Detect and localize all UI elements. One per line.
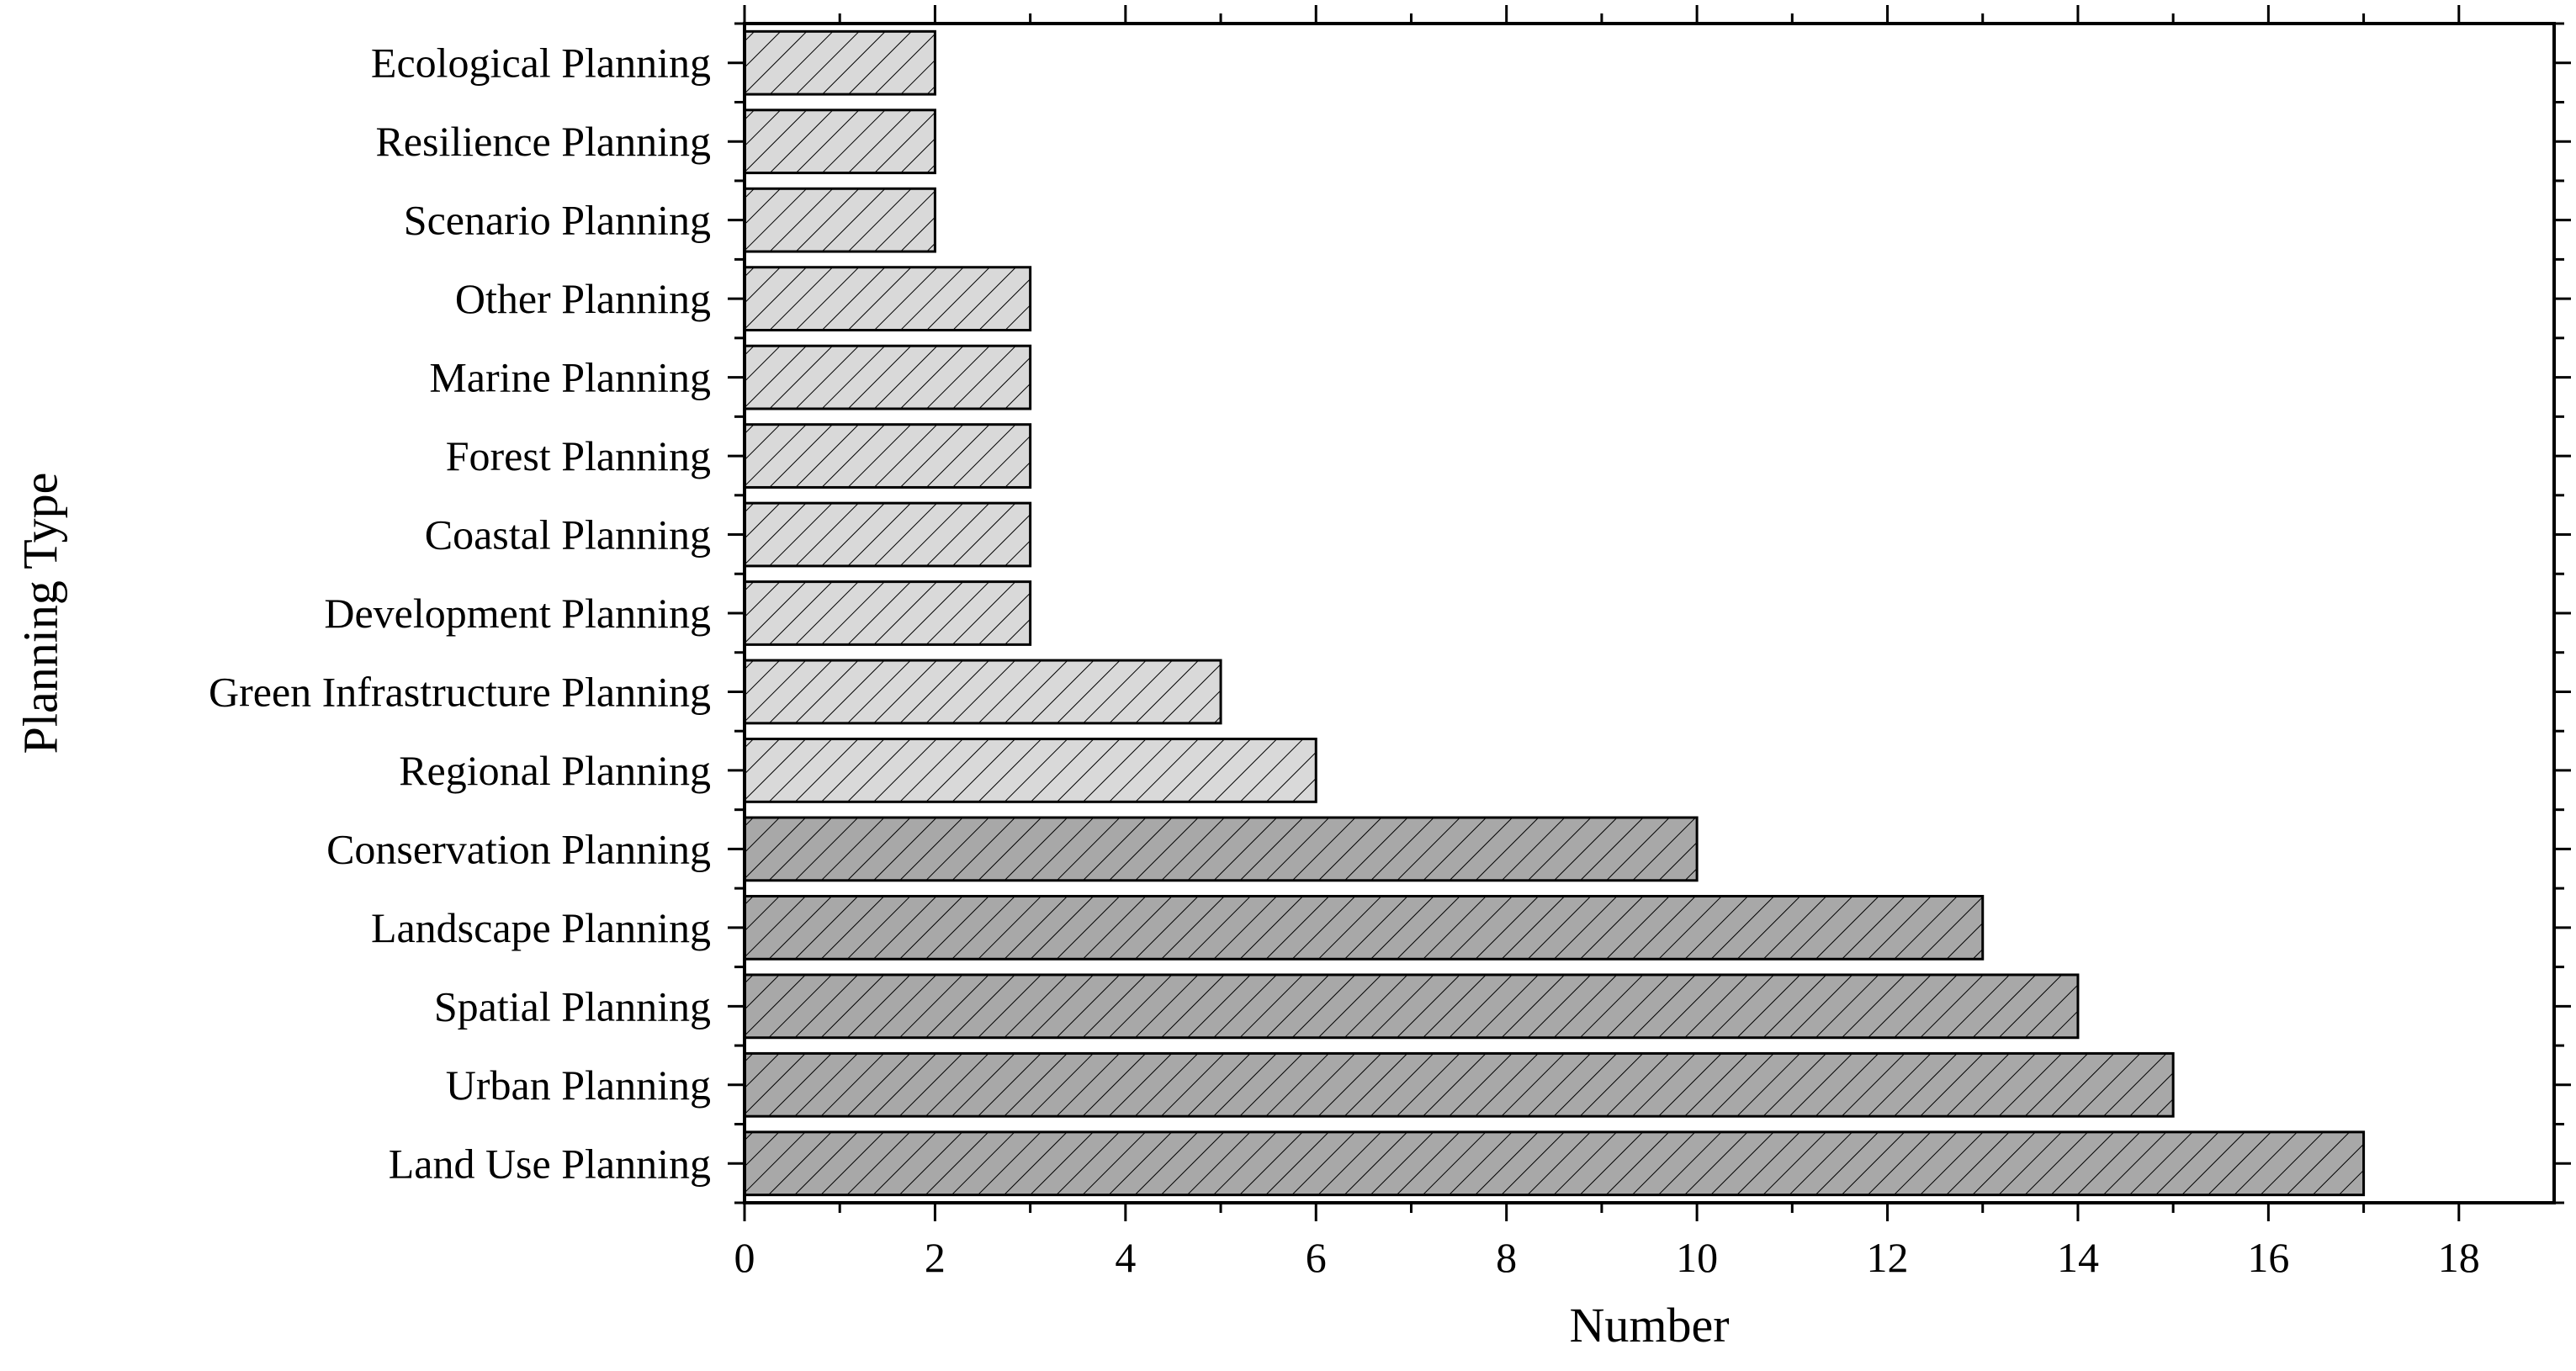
bar-hatch bbox=[743, 109, 936, 175]
x-tick-label: 0 bbox=[734, 1234, 755, 1281]
y-axis-title: Planning Type bbox=[13, 473, 68, 754]
y-axis: Ecological Planning Resilience Planning Sc… bbox=[209, 22, 2571, 1204]
x-tick-label: 10 bbox=[1676, 1234, 1718, 1281]
x-tick-label: 14 bbox=[2057, 1234, 2099, 1281]
x-tick-label: 4 bbox=[1115, 1234, 1136, 1281]
bar-hatch bbox=[743, 187, 936, 253]
bar-hatch bbox=[743, 816, 1699, 882]
y-tick-label: Scenario Planning bbox=[404, 197, 711, 244]
y-tick-label: Land Use Planning bbox=[389, 1140, 711, 1187]
x-tick-label: 8 bbox=[1496, 1234, 1517, 1281]
y-tick-label: Ecological Planning bbox=[371, 40, 711, 87]
x-axis: 0 2 4 6 8 10 12 14 16 18 bbox=[734, 5, 2480, 1281]
y-tick-label: Green Infrastructure Planning bbox=[209, 668, 711, 715]
x-tick-label: 12 bbox=[1867, 1234, 1909, 1281]
x-tick-label: 16 bbox=[2247, 1234, 2289, 1281]
plot-frame bbox=[743, 22, 2556, 1204]
y-tick-label: Development Planning bbox=[324, 590, 711, 637]
y-tick-label: Forest Planning bbox=[446, 432, 711, 479]
bar-hatch bbox=[743, 973, 2080, 1040]
bar-hatch bbox=[743, 659, 1222, 725]
x-tick-label: 18 bbox=[2438, 1234, 2480, 1281]
x-axis-title: Number bbox=[1569, 1298, 1729, 1352]
y-tick-label: Urban Planning bbox=[446, 1061, 711, 1109]
y-tick-label: Spatial Planning bbox=[434, 982, 711, 1030]
bar-hatch bbox=[743, 1130, 2366, 1197]
y-tick-label: Regional Planning bbox=[399, 747, 711, 794]
bar-hatch bbox=[743, 894, 1985, 961]
y-tick-label: Resilience Planning bbox=[375, 118, 711, 165]
bar-hatch bbox=[743, 266, 1032, 332]
bar-hatch bbox=[743, 501, 1032, 568]
y-tick-label: Marine Planning bbox=[429, 354, 711, 401]
x-tick-label: 6 bbox=[1306, 1234, 1327, 1281]
bar-hatch bbox=[743, 580, 1032, 646]
bar-hatch bbox=[743, 423, 1032, 489]
y-tick-label: Landscape Planning bbox=[371, 904, 711, 951]
bar-hatch bbox=[743, 738, 1317, 803]
x-tick-label: 2 bbox=[925, 1234, 946, 1281]
bar-hatch bbox=[743, 1051, 2175, 1118]
y-tick-label: Coastal Planning bbox=[425, 511, 711, 558]
bars-layer bbox=[743, 29, 2366, 1197]
y-tick-label: Other Planning bbox=[455, 275, 711, 322]
y-tick-label: Conservation Planning bbox=[326, 825, 711, 872]
bar-hatch bbox=[743, 344, 1032, 410]
bar-hatch bbox=[743, 29, 936, 96]
